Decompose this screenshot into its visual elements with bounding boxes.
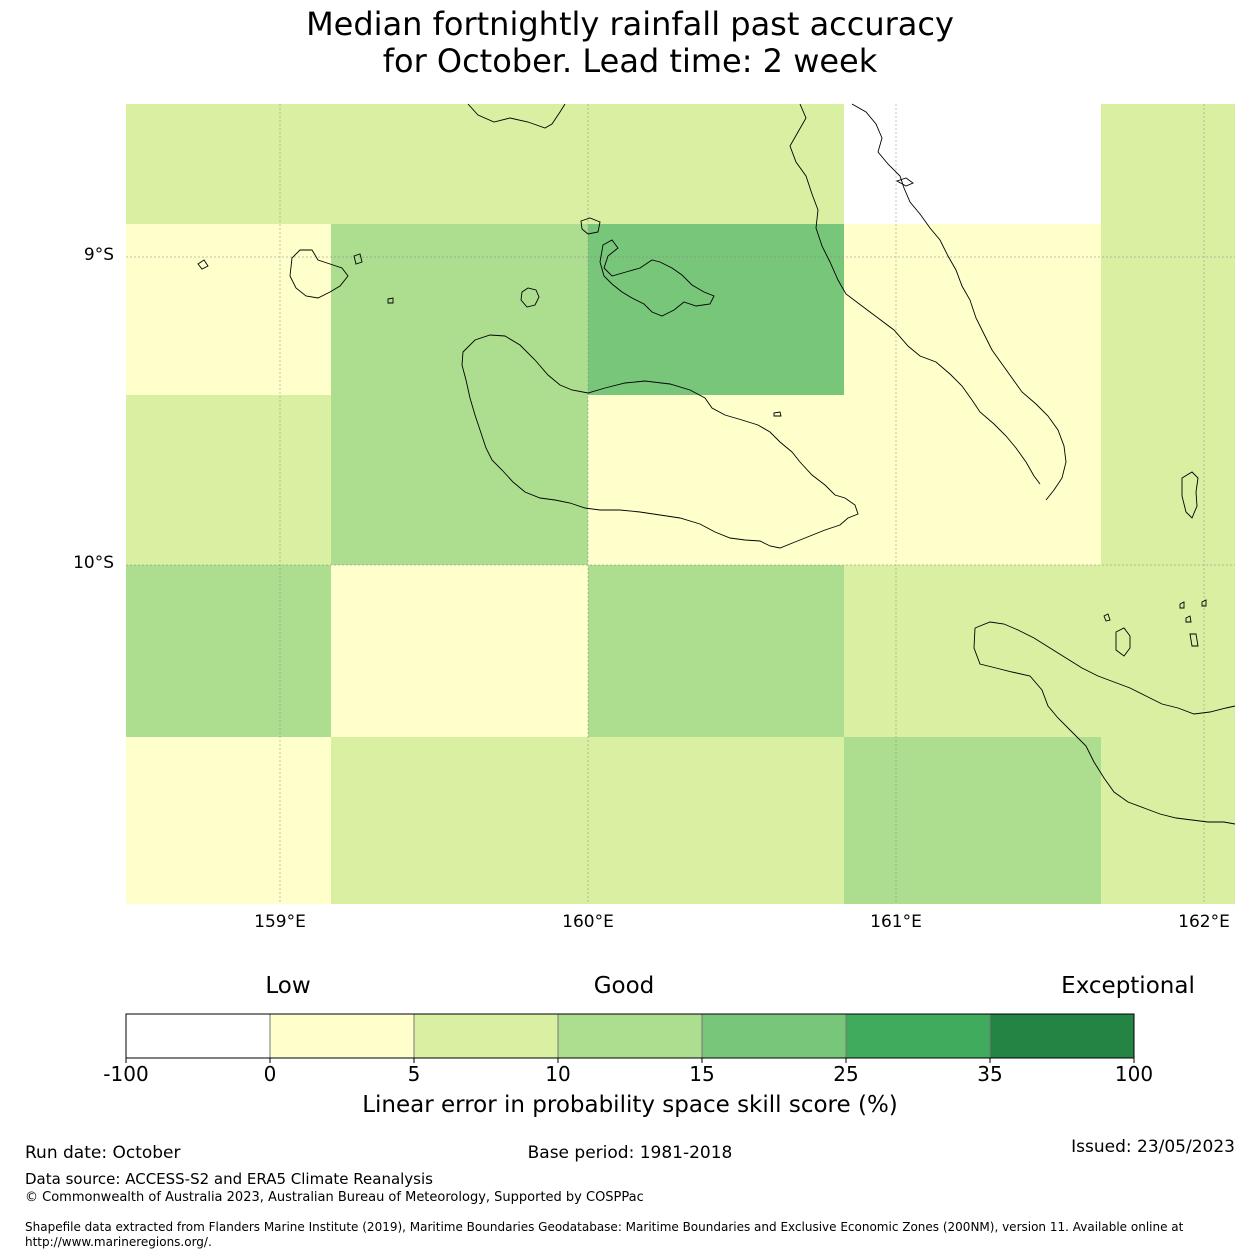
- grid-cell-r4c2: [331, 565, 588, 737]
- grid-cell-r1c5: [1101, 104, 1235, 224]
- grid-cell-r5c4: [844, 737, 1101, 904]
- colorbar-tick-100: 100: [1114, 1062, 1154, 1086]
- lon-label-161e: 161°E: [870, 912, 922, 932]
- coastline-ulawa: [1181, 471, 1199, 519]
- colorbar-bin-5-10: [414, 1014, 558, 1058]
- footer-shapefile-line-1: Shapefile data extracted from Flanders M…: [25, 1220, 1184, 1234]
- coastline-makira-south: [973, 627, 1236, 825]
- coastline-nggela: [599, 239, 715, 317]
- colorbar-bin-15-25: [702, 1014, 846, 1058]
- coastline-small-island-g: [1115, 627, 1131, 657]
- colorbar-tick-0: 0: [263, 1062, 277, 1086]
- graticule: [126, 104, 1235, 904]
- grid-cell-r5c1: [126, 737, 331, 904]
- grid-cell-r2c2: [331, 224, 588, 395]
- grid-cell-r4c3: [588, 565, 844, 737]
- grid-cell-r3c5: [1101, 395, 1235, 565]
- footer-data-source: Data source: ACCESS-S2 and ERA5 Climate …: [25, 1170, 433, 1188]
- grid-cell-r5c3: [588, 737, 844, 904]
- colorbar-tick-25: 25: [833, 1062, 859, 1086]
- legend-category-low: Low: [265, 973, 311, 999]
- coastline-small-island-a: [580, 217, 601, 235]
- colorbar-tick-35: 35: [977, 1062, 1003, 1086]
- grid-cell-r3c4: [844, 395, 1101, 565]
- coastline-malaita: [789, 103, 1041, 485]
- grid-cell-r1c1: [126, 104, 331, 224]
- lon-label-159e: 159°E: [254, 912, 306, 932]
- coastlines: [197, 103, 1236, 825]
- chart-title: Median fortnightly rainfall past accurac…: [0, 6, 1260, 80]
- footer-copyright: © Commonwealth of Australia 2023, Austra…: [25, 1190, 644, 1205]
- grid-cell-r5c2: [331, 737, 588, 904]
- colorbar: [125, 1013, 1135, 1063]
- map-panel: [126, 103, 1236, 904]
- colorbar-tick-5: 5: [407, 1062, 421, 1086]
- grid-cell-r3c3: [588, 395, 844, 565]
- legend-category-exceptional: Exceptional: [1061, 973, 1195, 999]
- coastline-small-island-i: [1179, 601, 1185, 609]
- footer-shapefile-line-2: http://www.marineregions.org/.: [25, 1235, 212, 1249]
- lat-label-9s: 9°S: [83, 245, 114, 265]
- colorbar-tick-neg100: -100: [103, 1062, 149, 1086]
- legend-category-good: Good: [593, 973, 655, 999]
- coastline-makira: [974, 621, 1236, 715]
- colorbar-frame: [125, 1013, 1135, 1059]
- colorbar-label: Linear error in probability space skill …: [362, 1092, 898, 1118]
- grid-cell-r2c1: [126, 224, 331, 395]
- coastline-small-island-j: [1185, 615, 1192, 623]
- coastline-small-island-e: [895, 177, 914, 187]
- coastline-santa-isabel-north: [467, 103, 566, 129]
- footer-shapefile: Shapefile data extracted from Flanders M…: [25, 1220, 1235, 1250]
- grid-cell-r1c2: [331, 104, 588, 224]
- colorbar-tick-10: 10: [545, 1062, 571, 1086]
- grid-cell-r4c5: [1101, 565, 1235, 737]
- lon-label-162e: 162°E: [1178, 912, 1230, 932]
- footer-issued: Issued: 23/05/2023: [1071, 1137, 1235, 1157]
- grid-cell-r4c4: [844, 565, 1101, 737]
- lon-label-160e: 160°E: [562, 912, 614, 932]
- coastline-malaita-east: [851, 103, 1067, 501]
- coastline-small-island-l: [1201, 599, 1207, 607]
- grid-cell-r3c2: [331, 395, 588, 565]
- colorbar-bin-neg100-0: [126, 1014, 270, 1058]
- title-line-1: Median fortnightly rainfall past accurac…: [306, 5, 954, 43]
- grid-cell-r3c1: [126, 395, 331, 565]
- title-line-2: for October. Lead time: 2 week: [382, 42, 878, 80]
- coastline-guadalcanal: [461, 334, 859, 549]
- grid-cell-r1c4: [844, 104, 1101, 224]
- colorbar-bin-25-35: [846, 1014, 990, 1058]
- footer-base-period: Base period: 1981-2018: [527, 1143, 733, 1163]
- coastline-small-island-b: [197, 259, 209, 270]
- colorbar-bin-35-100: [990, 1014, 1134, 1058]
- colorbar-bin-10-15: [558, 1014, 702, 1058]
- colorbar-ticks: [125, 1058, 1135, 1063]
- coastline-small-island-h: [1103, 613, 1111, 622]
- coastline-small-island-d: [387, 297, 394, 304]
- grid-cell-r5c5: [1101, 737, 1235, 904]
- footer-run-date: Run date: October: [25, 1143, 181, 1163]
- grid-cell-r4c1: [126, 565, 331, 737]
- coastline-small-island-k: [1189, 633, 1199, 647]
- colorbar-bin-0-5: [270, 1014, 414, 1058]
- grid-cell-r2c3: [588, 224, 844, 395]
- grid-cell-r2c4: [844, 224, 1101, 395]
- colorbar-dividers: [269, 1014, 991, 1058]
- coastline-small-island-f: [773, 411, 782, 417]
- lat-label-10s: 10°S: [73, 553, 114, 573]
- colorbar-tick-15: 15: [689, 1062, 715, 1086]
- coastline-savo: [520, 287, 540, 308]
- grid-cell-r1c3: [588, 104, 844, 224]
- coastline-small-island-c: [353, 253, 363, 265]
- grid-cell-r2c5: [1101, 224, 1235, 395]
- coastline-russell: [289, 249, 349, 299]
